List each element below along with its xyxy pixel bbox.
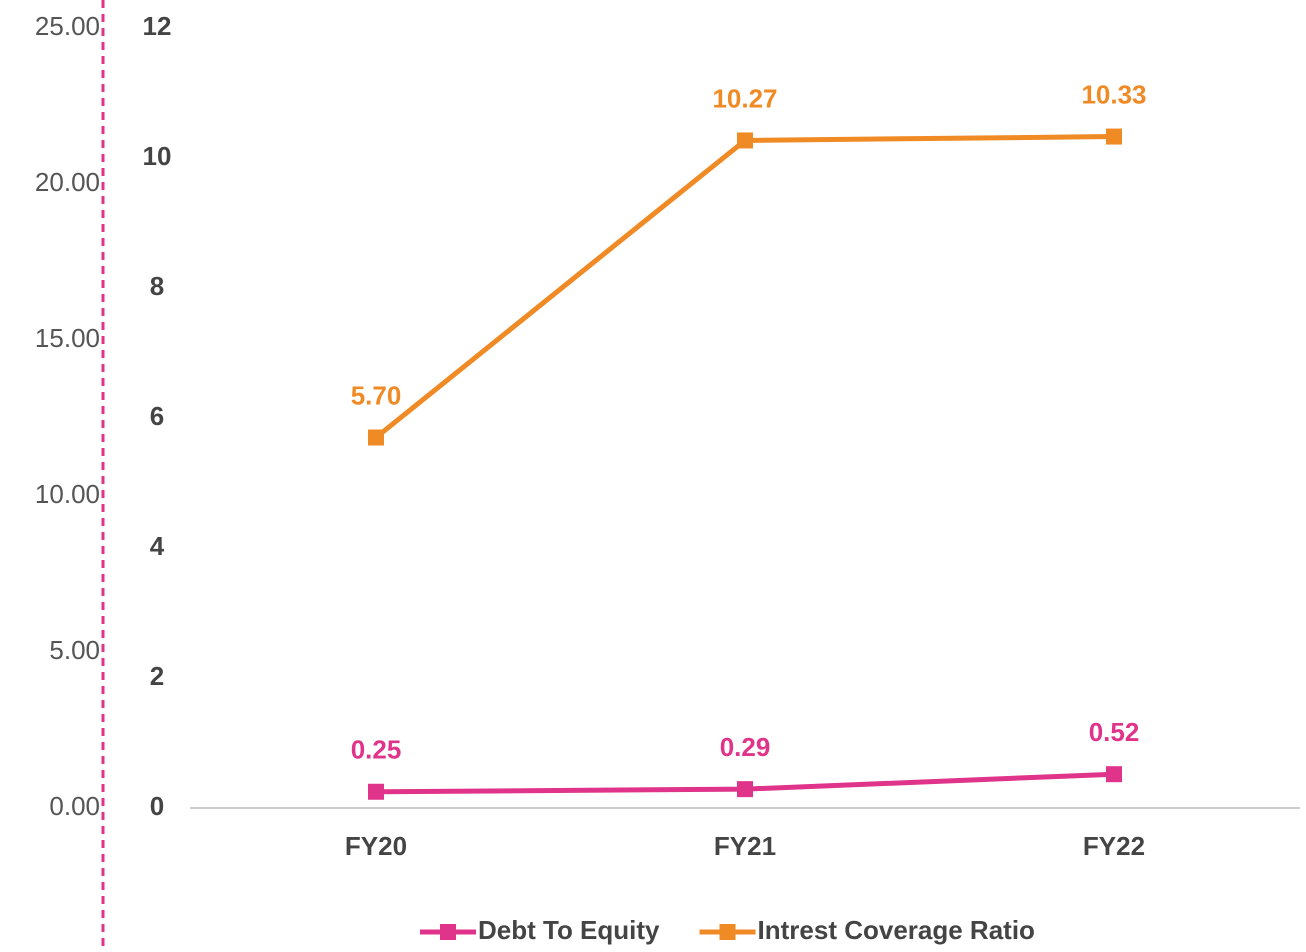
data-label: 0.29 (720, 732, 771, 762)
marker (368, 429, 384, 446)
marker (1106, 128, 1122, 145)
series-line (374, 134, 1115, 440)
marker (1106, 766, 1122, 783)
x-tick-label: FY22 (1083, 831, 1145, 861)
y-tick-label: 10 (143, 141, 172, 171)
y2-tick-label: 5.00 (49, 635, 100, 665)
data-label: 0.52 (1089, 717, 1140, 747)
legend-label: Intrest Coverage Ratio (758, 915, 1035, 945)
y-tick-label: 4 (150, 531, 165, 561)
data-label: 5.70 (351, 380, 402, 410)
data-label: 10.33 (1081, 79, 1146, 109)
data-label: 0.25 (351, 735, 402, 765)
y-tick-label: 2 (150, 661, 164, 691)
y2-tick-label: 0.00 (49, 791, 100, 821)
marker (737, 132, 753, 149)
x-tick-label: FY20 (345, 831, 407, 861)
y2-tick-label: 25.00 (35, 11, 100, 41)
y-tick-label: 12 (143, 11, 172, 41)
y-tick-label: 6 (150, 401, 164, 431)
y2-tick-label: 10.00 (35, 479, 100, 509)
x-tick-label: FY21 (714, 831, 776, 861)
legend-marker (440, 924, 456, 940)
y2-tick-label: 15.00 (35, 323, 100, 353)
marker (737, 781, 753, 798)
y2-tick-label: 20.00 (35, 167, 100, 197)
data-label: 10.27 (712, 83, 777, 113)
legend-label: Debt To Equity (478, 915, 660, 945)
y-tick-label: 0 (150, 791, 164, 821)
y-tick-label: 8 (150, 271, 164, 301)
marker (368, 783, 384, 800)
legend-marker (719, 924, 736, 940)
